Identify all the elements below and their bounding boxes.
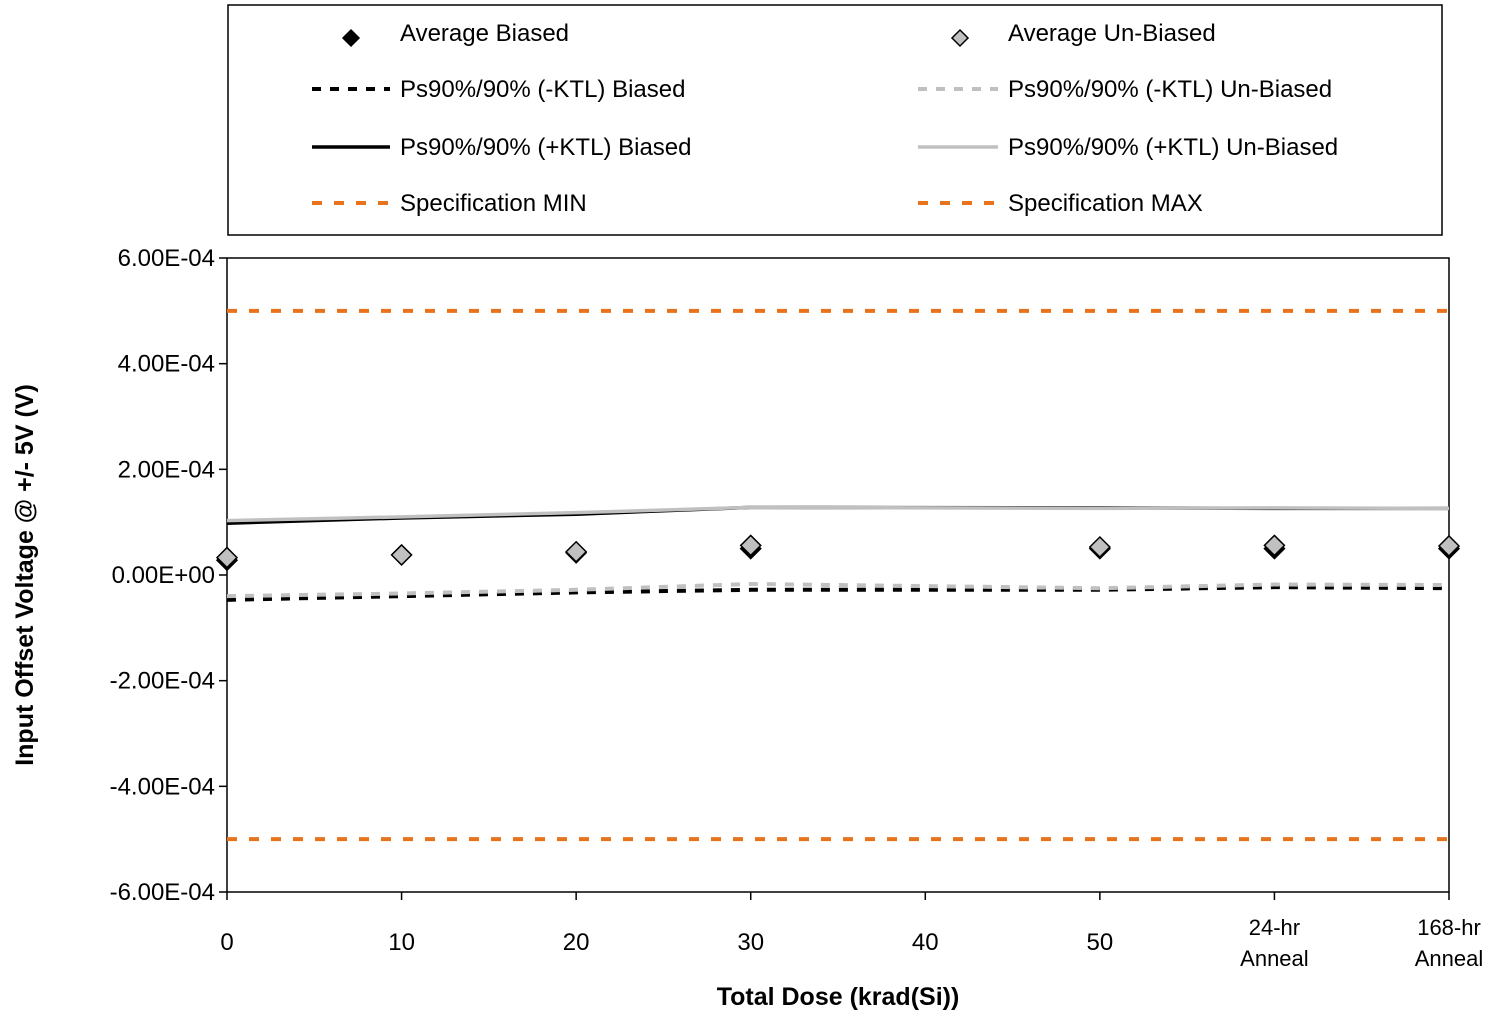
y-tick-label: 0.00E+00 <box>112 562 215 589</box>
series-line-ps90-90-ktl-un-biased <box>226 505 1450 523</box>
x-tick-label-line2: Anneal <box>1240 946 1309 971</box>
plot-area <box>226 257 1450 893</box>
data-point-average-un-biased <box>1263 534 1286 557</box>
x-tick-label: 40 <box>912 929 939 956</box>
legend-label: Ps90%/90% (+KTL) Biased <box>400 134 691 161</box>
legend-item-ps90-90-ktl-biased: Ps90%/90% (+KTL) Biased <box>312 134 691 161</box>
series-line-ps90-90-ktl-un-biased <box>226 581 1450 599</box>
x-tick-label: 50 <box>1087 929 1114 956</box>
ticks-layer: 6.00E-04 4.00E-04 2.00E-04 0.00E+00 -2.00E-0… <box>110 245 1484 971</box>
legend-box <box>227 4 1443 236</box>
legend-item-specification-min: Specification MIN <box>312 190 587 217</box>
x-tick-label: 168-hr <box>1417 915 1481 940</box>
legend-label: Specification MAX <box>1008 190 1203 217</box>
y-tick-label: 2.00E-04 <box>118 456 215 483</box>
data-point-average-un-biased <box>739 534 762 557</box>
legend-label: Ps90%/90% (-KTL) Un-Biased <box>1008 76 1332 103</box>
legend-marker <box>950 28 970 48</box>
data-point-average-un-biased <box>215 546 239 569</box>
series-line-ps90-90-ktl-biased <box>226 585 1450 602</box>
y-tick-label: -6.00E-04 <box>110 879 215 906</box>
x-tick-label: 30 <box>737 929 764 956</box>
legend-item-ps90-90-ktl-un-biased: Ps90%/90% (+KTL) Un-Biased <box>918 134 1338 161</box>
legend-label: Average Biased <box>400 20 569 47</box>
legend-label: Average Un-Biased <box>1008 20 1216 47</box>
legend: Average Biased Average Un-Biased Ps90%/90%… <box>227 4 1443 236</box>
y-tick-label: -2.00E-04 <box>110 668 215 695</box>
x-axis-title: Total Dose (krad(Si)) <box>717 983 960 1011</box>
data-point-average-un-biased <box>1437 534 1461 558</box>
legend-item-specification-max: Specification MAX <box>918 190 1203 217</box>
legend-item-ps90-90-ktl-biased: Ps90%/90% (-KTL) Biased <box>312 76 685 103</box>
y-tick-label: 6.00E-04 <box>118 245 215 272</box>
data-point-average-un-biased <box>1088 535 1111 559</box>
legend-marker <box>341 28 361 48</box>
series-layer <box>215 308 1461 842</box>
x-tick-label-line2: Anneal <box>1415 946 1484 971</box>
y-axis-title: Input Offset Voltage @ +/- 5V (V) <box>11 384 39 766</box>
legend-label: Specification MIN <box>400 190 587 217</box>
legend-item-average-biased: Average Biased <box>341 20 569 48</box>
y-tick-label: -4.00E-04 <box>110 773 215 800</box>
x-tick-label: 24-hr <box>1249 915 1300 940</box>
x-tick-label: 10 <box>388 929 415 956</box>
data-point-average-un-biased <box>390 543 413 566</box>
data-point-average-un-biased <box>565 540 588 563</box>
x-tick-label: 0 <box>220 929 233 956</box>
x-tick-label: 20 <box>563 929 590 956</box>
legend-item-average-un-biased: Average Un-Biased <box>950 20 1216 48</box>
legend-label: Ps90%/90% (+KTL) Un-Biased <box>1008 134 1338 161</box>
y-tick-label: 4.00E-04 <box>118 351 215 378</box>
legend-item-ps90-90-ktl-un-biased: Ps90%/90% (-KTL) Un-Biased <box>918 76 1332 103</box>
legend-label: Ps90%/90% (-KTL) Biased <box>400 76 685 103</box>
